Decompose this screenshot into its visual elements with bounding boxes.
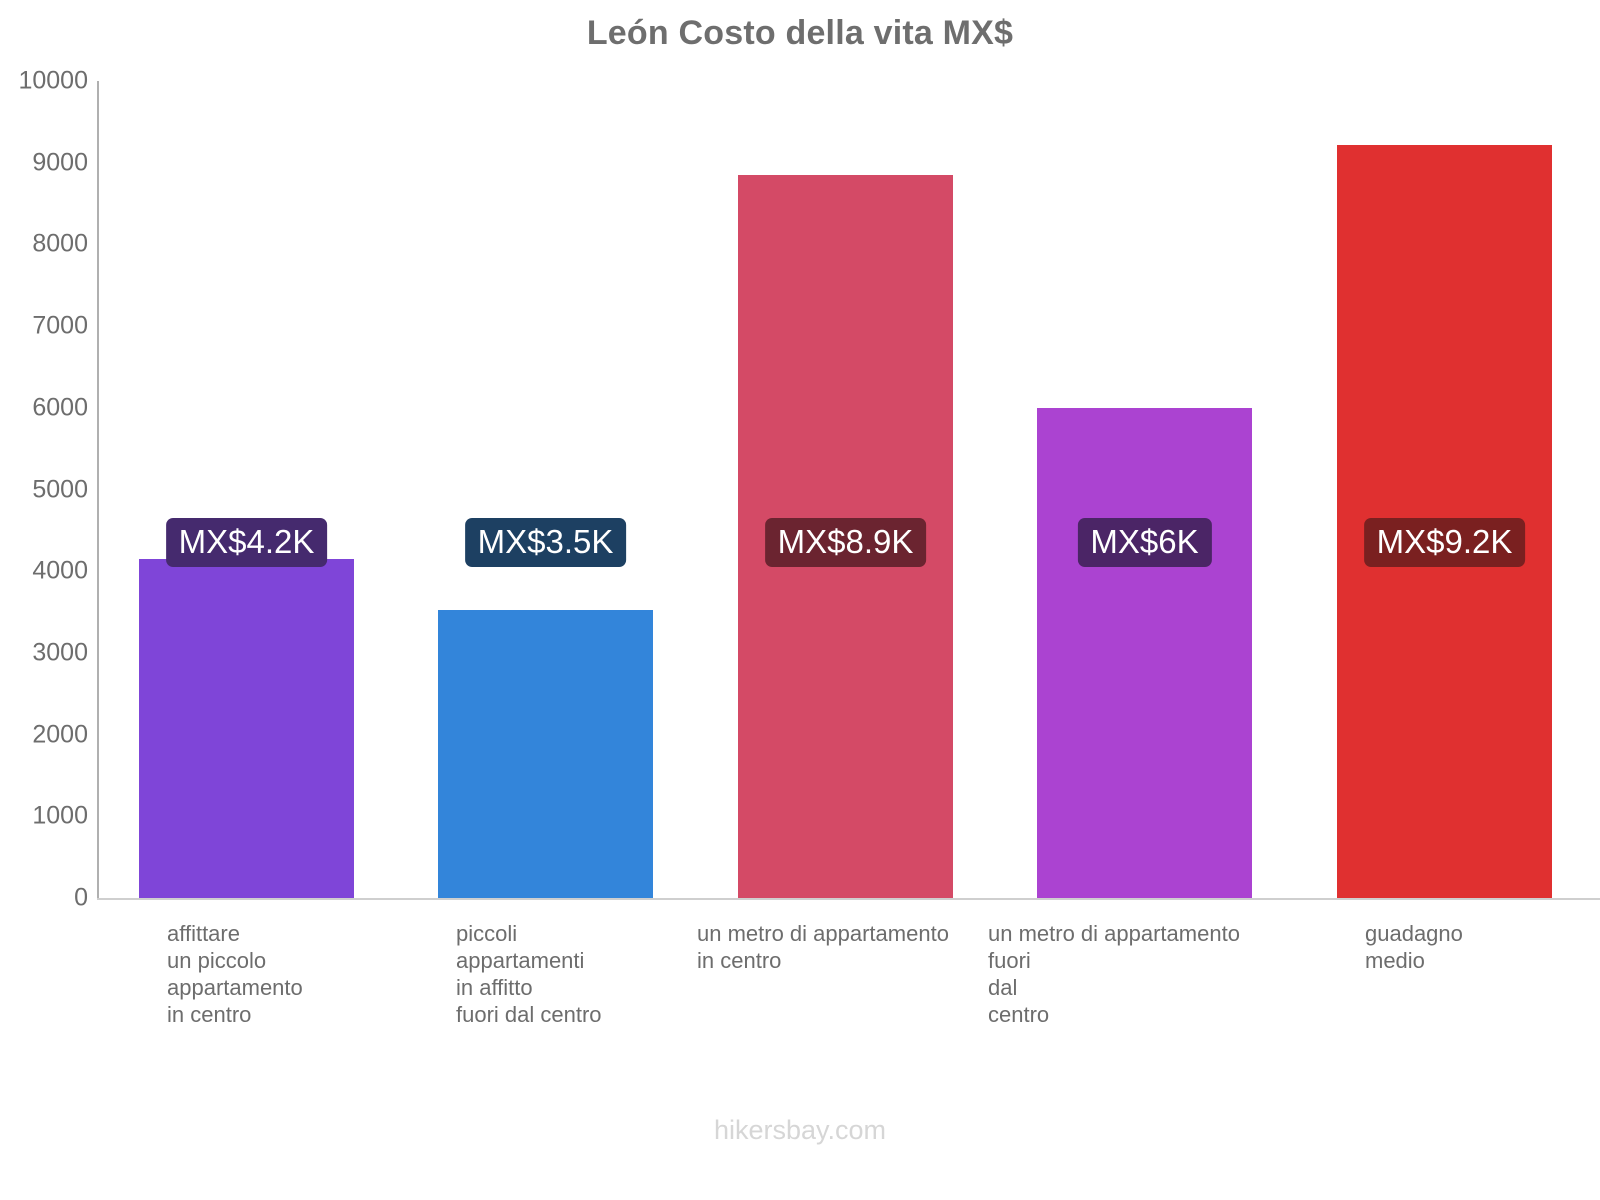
category-label: affittare un piccolo appartamento in cen… [167, 921, 303, 1027]
y-tick-label: 4000 [32, 556, 88, 585]
chart-title: León Costo della vita MX$ [586, 14, 1014, 52]
category-label: un metro di appartamento fuori dal centr… [988, 921, 1240, 1027]
y-tick-label: 9000 [32, 148, 88, 177]
bar-value-label: MX$4.2K [165, 518, 328, 568]
y-tick-label: 3000 [32, 638, 88, 667]
y-tick-label: 1000 [32, 801, 88, 830]
bar[interactable]: MX$8.9K [738, 174, 953, 898]
bar-value-label: MX$3.5K [464, 518, 627, 568]
category-label: piccoli appartamenti in affitto fuori da… [456, 921, 602, 1027]
category-label: guadagno medio [1365, 921, 1463, 973]
y-tick-label: 8000 [32, 229, 88, 258]
bar[interactable]: MX$6K [1037, 407, 1252, 898]
y-tick-label: 7000 [32, 311, 88, 340]
y-tick-label: 6000 [32, 393, 88, 422]
bar-value-label: MX$6K [1077, 518, 1212, 567]
bar-value-label: MX$8.9K [764, 518, 927, 567]
y-tick-label: 10000 [18, 66, 88, 95]
footer-watermark: hikersbay.com [713, 1115, 887, 1145]
y-tick-label: 5000 [32, 475, 88, 503]
bar[interactable]: MX$3.5K [438, 518, 653, 898]
y-tick-label: 2000 [32, 720, 88, 749]
bar-value-label: MX$9.2K [1363, 518, 1526, 567]
bar[interactable]: MX$9.2K [1337, 144, 1552, 898]
category-label: un metro di appartamento in centro [697, 921, 949, 973]
y-axis-line [97, 81, 99, 899]
y-tick-label: 0 [74, 883, 88, 912]
bar[interactable]: MX$4.2K [139, 518, 354, 898]
x-axis-line [97, 898, 1600, 900]
